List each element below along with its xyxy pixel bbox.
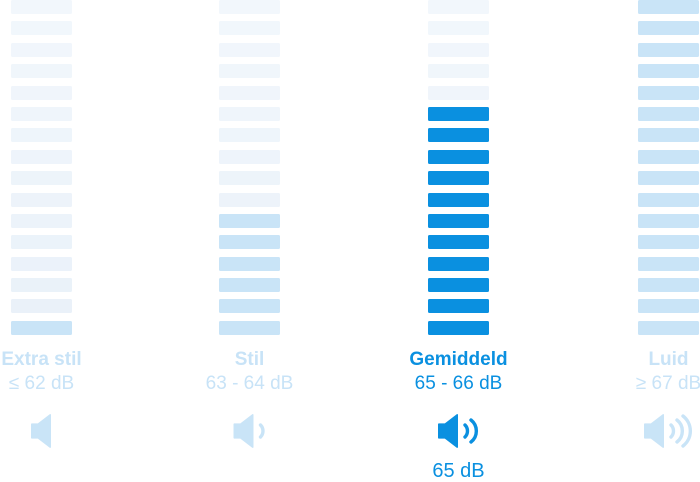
level-bar-filled <box>219 256 280 271</box>
level-bar-empty <box>11 42 72 57</box>
level-bar-empty <box>11 21 72 36</box>
level-bar-empty <box>219 171 280 186</box>
level-bar-filled <box>638 128 699 143</box>
level-bar-filled <box>638 149 699 164</box>
level-bar-filled <box>638 42 699 57</box>
level-bar-filled <box>638 106 699 121</box>
level-bar-filled <box>638 278 699 293</box>
level-bar-empty <box>11 0 72 14</box>
level-bar-filled <box>428 149 489 164</box>
level-bar-filled <box>428 192 489 207</box>
level-bar-filled <box>219 213 280 228</box>
level-bar-stack <box>428 0 489 335</box>
noise-level-column-gemiddeld: Gemiddeld 65 - 66 dB 65 dB <box>409 0 508 482</box>
level-bar-filled <box>638 192 699 207</box>
level-bar-empty <box>428 42 489 57</box>
level-bar-filled <box>428 235 489 250</box>
level-bar-filled <box>638 85 699 100</box>
level-bar-empty <box>11 128 72 143</box>
level-bar-empty <box>219 0 280 14</box>
level-name-label: Extra stil <box>1 349 82 370</box>
speaker-0-waves-icon <box>30 414 53 448</box>
level-bar-stack <box>638 0 699 335</box>
level-bar-empty <box>219 64 280 79</box>
level-bar-empty <box>219 21 280 36</box>
level-bar-empty <box>219 149 280 164</box>
speaker-1-waves-icon <box>233 414 266 448</box>
level-bar-empty <box>219 128 280 143</box>
noise-level-column-luid: Luid ≥ 67 dB <box>635 0 700 482</box>
level-bar-filled <box>638 0 699 14</box>
level-bar-filled <box>638 21 699 36</box>
level-bar-filled <box>428 213 489 228</box>
level-bar-empty <box>11 256 72 271</box>
level-bar-empty <box>428 64 489 79</box>
level-bar-empty <box>11 192 72 207</box>
level-bar-empty <box>219 42 280 57</box>
level-bar-filled <box>428 299 489 314</box>
level-bar-filled <box>219 299 280 314</box>
level-bar-filled <box>638 256 699 271</box>
level-bar-empty <box>219 192 280 207</box>
level-bar-filled <box>428 256 489 271</box>
level-bar-empty <box>428 85 489 100</box>
level-db-range: 65 - 66 dB <box>414 373 503 394</box>
level-bar-filled <box>11 320 72 335</box>
level-bar-filled <box>638 299 699 314</box>
level-bar-stack <box>11 0 72 335</box>
level-db-range: ≤ 62 dB <box>8 373 75 394</box>
level-bar-filled <box>219 235 280 250</box>
level-bar-filled <box>428 320 489 335</box>
level-bar-empty <box>219 85 280 100</box>
level-bar-filled <box>638 64 699 79</box>
level-bar-empty <box>11 213 72 228</box>
level-bar-filled <box>638 235 699 250</box>
level-bar-filled <box>428 128 489 143</box>
level-bar-filled <box>219 278 280 293</box>
level-bar-empty <box>428 21 489 36</box>
level-bar-filled <box>638 320 699 335</box>
level-bar-filled <box>428 278 489 293</box>
level-bar-empty <box>428 0 489 14</box>
level-bar-filled <box>428 171 489 186</box>
selected-db-value: 65 dB <box>432 460 485 482</box>
level-bar-empty <box>11 299 72 314</box>
level-bar-stack <box>219 0 280 335</box>
speaker-3-waves-icon <box>643 414 694 448</box>
level-name-label: Stil <box>234 349 265 370</box>
level-db-range: ≥ 67 dB <box>635 373 700 394</box>
level-bar-filled <box>428 106 489 121</box>
level-bar-empty <box>11 106 72 121</box>
level-name-label: Gemiddeld <box>409 349 508 370</box>
level-bar-filled <box>219 320 280 335</box>
level-bar-empty <box>11 235 72 250</box>
level-db-range: 63 - 64 dB <box>205 373 294 394</box>
level-bar-empty <box>11 171 72 186</box>
level-bar-empty <box>11 149 72 164</box>
level-bar-empty <box>11 64 72 79</box>
level-bar-empty <box>219 106 280 121</box>
level-name-label: Luid <box>648 349 689 370</box>
speaker-2-waves-icon <box>437 414 480 448</box>
level-bar-empty <box>11 85 72 100</box>
level-bar-filled <box>638 171 699 186</box>
level-bar-empty <box>11 278 72 293</box>
level-bar-filled <box>638 213 699 228</box>
noise-level-column-stil: Stil 63 - 64 dB <box>206 0 293 482</box>
noise-level-column-extra-stil: Extra stil ≤ 62 dB <box>1 0 82 482</box>
